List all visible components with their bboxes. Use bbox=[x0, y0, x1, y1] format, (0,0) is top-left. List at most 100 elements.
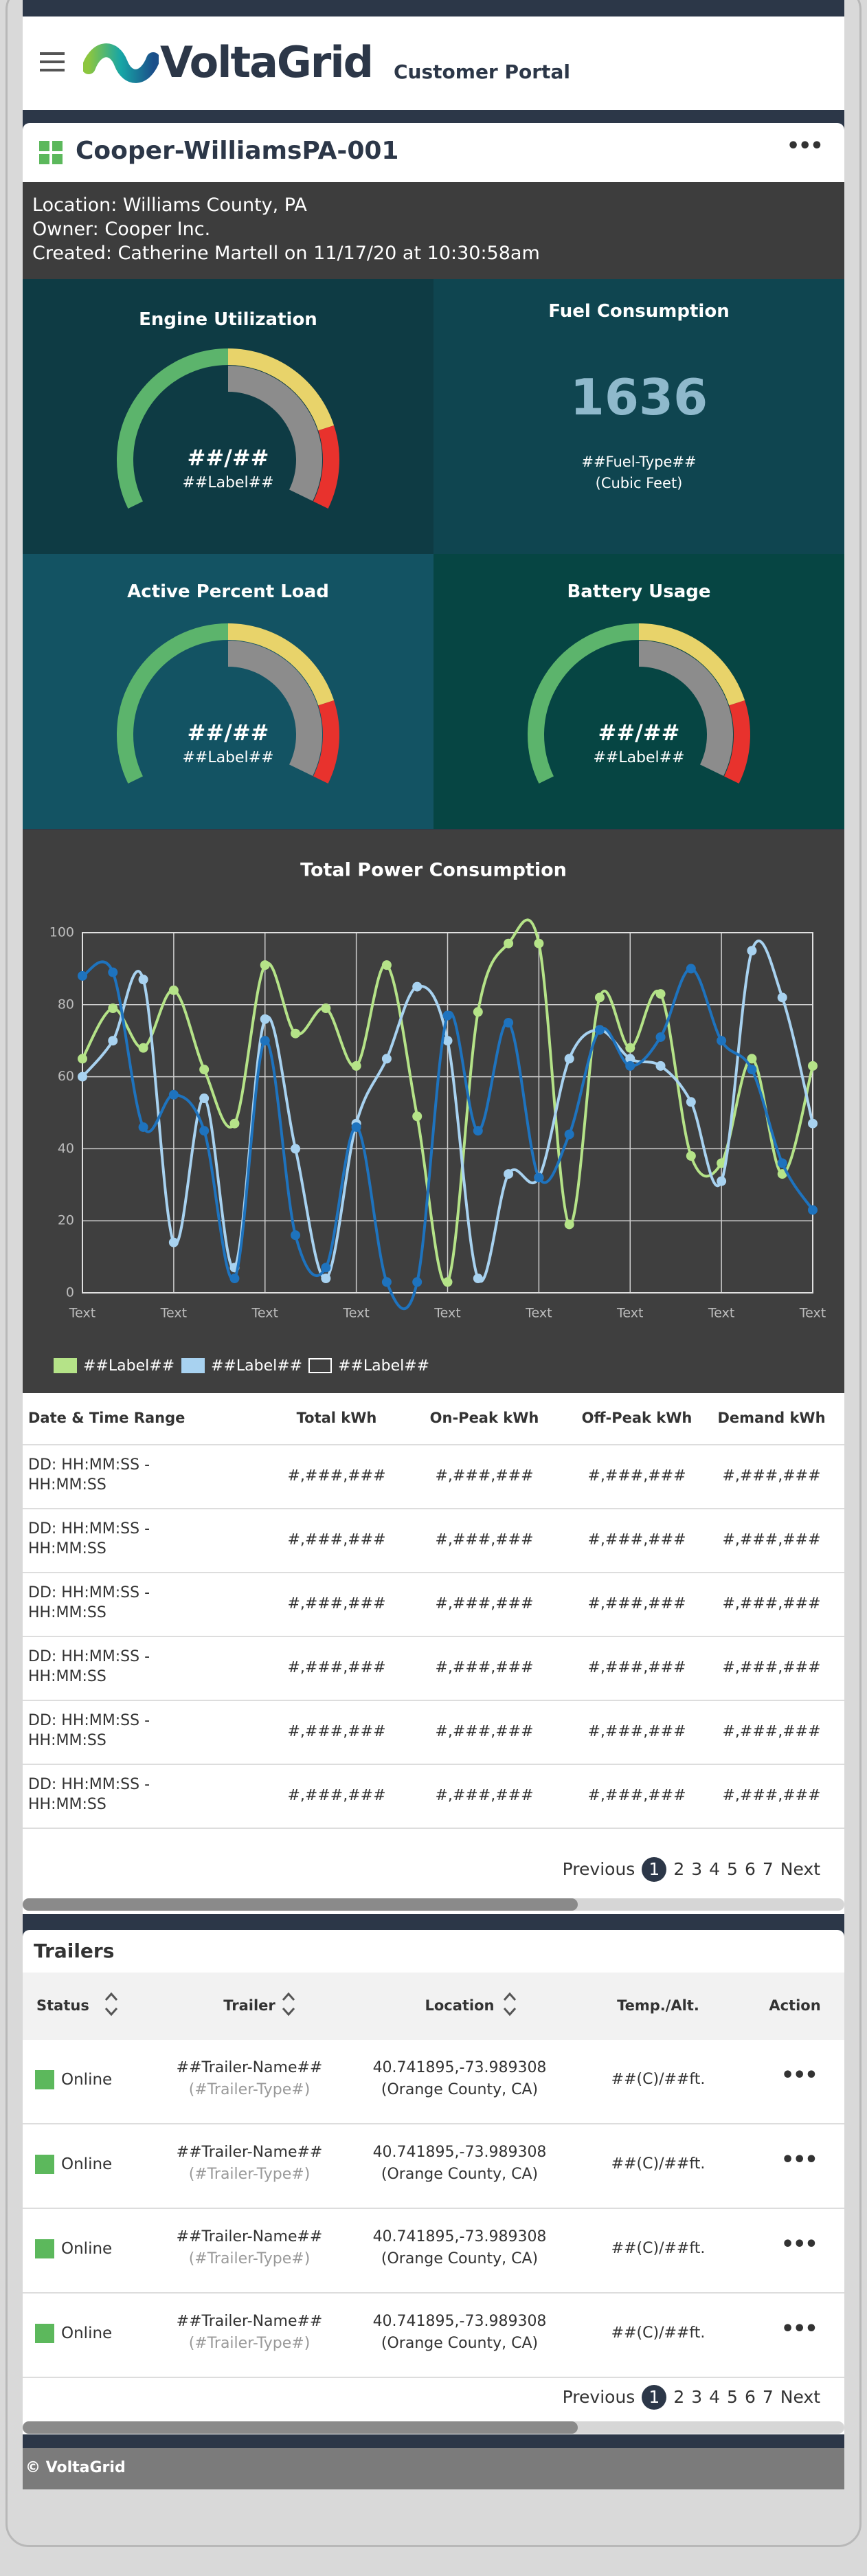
kwh-cell: #,###,### bbox=[722, 1723, 821, 1740]
page-number[interactable]: 3 bbox=[691, 2387, 703, 2407]
page-number[interactable]: 6 bbox=[744, 2387, 756, 2407]
sort-chevrons bbox=[503, 1992, 517, 2017]
fuel-title: Fuel Consumption bbox=[548, 301, 730, 322]
scrollbar-thumb[interactable] bbox=[23, 2421, 578, 2434]
kwh-cell: #,###,### bbox=[287, 1531, 386, 1548]
gauge-red bbox=[313, 425, 339, 509]
sort-chevrons bbox=[104, 1992, 118, 2017]
data-point bbox=[504, 1169, 514, 1179]
kwh-cell: #,###,### bbox=[587, 1723, 686, 1740]
x-tick-label: Text bbox=[616, 1306, 643, 1321]
app-header: VoltaGrid Customer Portal bbox=[23, 16, 844, 110]
asset-title: Cooper-WilliamsPA-001 bbox=[76, 137, 399, 165]
gauge-title: Engine Utilization bbox=[139, 309, 317, 330]
kwh-cell: #,###,### bbox=[722, 1787, 821, 1804]
page-number[interactable]: 7 bbox=[762, 1859, 774, 1879]
menu-button[interactable] bbox=[40, 52, 65, 71]
kwh-cell: #,###,### bbox=[287, 1595, 386, 1612]
sort-icon[interactable] bbox=[104, 1990, 119, 2021]
data-point bbox=[381, 960, 392, 970]
data-point bbox=[351, 1061, 361, 1071]
column-header: Trailer bbox=[223, 1997, 275, 2014]
row-divider bbox=[23, 2292, 844, 2294]
action-button[interactable]: ••• bbox=[781, 2317, 818, 2341]
gauge-green bbox=[117, 348, 229, 509]
data-point bbox=[442, 1036, 453, 1046]
page-number[interactable]: 6 bbox=[744, 1859, 756, 1879]
y-tick-label: 60 bbox=[58, 1069, 74, 1084]
data-point bbox=[564, 1054, 574, 1064]
page-number[interactable]: 2 bbox=[673, 1859, 685, 1879]
data-point bbox=[808, 1118, 818, 1129]
data-point bbox=[138, 1122, 148, 1132]
data-point bbox=[321, 1003, 331, 1014]
legend-label: ##Label## bbox=[83, 1357, 174, 1375]
data-point bbox=[381, 1054, 392, 1064]
scrollbar-thumb[interactable] bbox=[23, 1898, 578, 1911]
data-point bbox=[229, 1274, 240, 1284]
sort-icon[interactable] bbox=[502, 1990, 517, 2021]
status-text: Online bbox=[61, 2071, 113, 2089]
page-number[interactable]: 4 bbox=[709, 1859, 721, 1879]
info-line: Owner: Cooper Inc. bbox=[32, 219, 211, 240]
action-button[interactable]: ••• bbox=[781, 2232, 818, 2256]
action-button[interactable]: ••• bbox=[781, 2063, 818, 2087]
table-header-bg bbox=[23, 1973, 844, 2040]
trailer-type: (#Trailer-Type#) bbox=[188, 2166, 311, 2183]
page-number[interactable]: 1 bbox=[642, 2385, 667, 2410]
page-number[interactable]: 4 bbox=[709, 2387, 721, 2407]
data-point bbox=[351, 1122, 361, 1132]
trailer-name: ##Trailer-Name## bbox=[176, 2228, 323, 2245]
logo-mark bbox=[83, 43, 159, 83]
page-next[interactable]: Next bbox=[780, 1859, 820, 1879]
kwh-cell: #,###,### bbox=[587, 1659, 686, 1676]
asset-info: Location: Williams County, PA Owner: Coo… bbox=[23, 182, 844, 279]
kwh-cell: #,###,### bbox=[587, 1467, 686, 1485]
data-point bbox=[686, 1097, 696, 1107]
page-previous[interactable]: Previous bbox=[562, 1859, 635, 1879]
series-line bbox=[82, 960, 814, 1311]
gauge-yellow bbox=[638, 623, 745, 706]
row-divider bbox=[23, 1700, 844, 1701]
chart-title: Total Power Consumption bbox=[300, 860, 567, 881]
kwh-cell: #,###,### bbox=[435, 1723, 534, 1740]
gauge-yellow bbox=[227, 348, 335, 431]
page-previous[interactable]: Previous bbox=[562, 2387, 635, 2407]
data-point bbox=[564, 1129, 574, 1140]
page-number[interactable]: 2 bbox=[673, 2387, 685, 2407]
page-number[interactable]: 5 bbox=[727, 1859, 738, 1879]
brand-name: VoltaGrid bbox=[160, 37, 374, 87]
page-number[interactable]: 3 bbox=[691, 1859, 703, 1879]
legend-label: ##Label## bbox=[211, 1357, 302, 1375]
data-point bbox=[534, 938, 544, 948]
fuel-value: 1636 bbox=[570, 368, 708, 426]
row-divider bbox=[23, 2123, 844, 2124]
sort-icon[interactable] bbox=[281, 1990, 296, 2021]
scrollbar bbox=[23, 1898, 844, 1911]
page-number[interactable]: 1 bbox=[642, 1857, 667, 1882]
page-number[interactable]: 7 bbox=[762, 2387, 774, 2407]
data-point bbox=[138, 975, 148, 985]
column-header: Action bbox=[769, 1997, 821, 2014]
location-place: (Orange County, CA) bbox=[381, 2166, 539, 2183]
row-divider bbox=[23, 1828, 844, 1829]
page-next[interactable]: Next bbox=[780, 2387, 820, 2407]
grid-icon bbox=[39, 141, 63, 164]
portal-name: Customer Portal bbox=[394, 60, 570, 83]
data-point bbox=[260, 960, 270, 970]
data-point bbox=[78, 970, 87, 981]
x-tick-label: Text bbox=[342, 1306, 369, 1321]
kwh-cell: #,###,### bbox=[587, 1787, 686, 1804]
page-number[interactable]: 5 bbox=[727, 2387, 738, 2407]
gauge: ##/## ##Label## bbox=[117, 623, 339, 784]
x-tick-label: Text bbox=[799, 1306, 826, 1321]
data-point bbox=[564, 1219, 574, 1230]
date-range-cell: DD: HH:MM:SS - HH:MM:SS bbox=[28, 1584, 150, 1621]
data-point bbox=[412, 1111, 423, 1122]
pagination: Previous 1 2 3 4 5 6 7 Next bbox=[559, 2385, 824, 2410]
more-button[interactable]: ••• bbox=[787, 134, 824, 158]
data-point bbox=[777, 1158, 787, 1168]
data-point bbox=[655, 1032, 666, 1042]
action-button[interactable]: ••• bbox=[781, 2148, 818, 2172]
